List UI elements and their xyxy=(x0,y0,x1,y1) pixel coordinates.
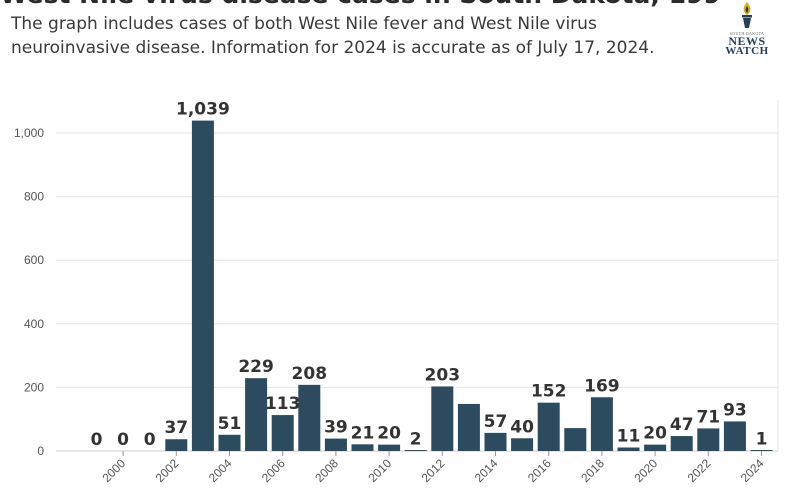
bar-2014 xyxy=(484,432,507,451)
data-label-2006: 113 xyxy=(265,394,301,414)
logo-news-text: NEWS xyxy=(728,34,766,48)
gridlines xyxy=(56,100,779,452)
bar-2022 xyxy=(697,428,720,451)
bar-2004 xyxy=(218,434,241,451)
data-label-2024: 1 xyxy=(756,430,768,450)
data-label-2019: 11 xyxy=(617,427,641,447)
data-label-2018: 169 xyxy=(584,376,620,396)
x-axis-ticks: 2000 2002 2004 2006 2008 2010 2012 2014 2016 2018… xyxy=(99,451,767,485)
bar-2020 xyxy=(644,444,667,451)
chart-title: West Nile virus disease cases in South D… xyxy=(0,0,720,9)
bar-2021 xyxy=(670,436,693,451)
data-label-2004: 51 xyxy=(218,414,242,434)
bar-2002 xyxy=(165,439,188,451)
x-tick-label: 2004 xyxy=(206,456,235,485)
x-tick-label: 2008 xyxy=(312,456,341,485)
y-tick-label: 200 xyxy=(24,380,44,394)
torch-icon xyxy=(742,2,752,28)
bars xyxy=(165,120,773,452)
x-tick-label: 2014 xyxy=(472,456,501,485)
bar-2019 xyxy=(617,447,640,451)
bar-2015 xyxy=(511,438,534,451)
data-label-2020: 20 xyxy=(643,424,667,444)
x-tick-label: 2012 xyxy=(419,456,448,485)
bar-2016 xyxy=(537,402,560,451)
x-tick-label: 2016 xyxy=(525,456,554,485)
chart-subtitle: The graph includes cases of both West Ni… xyxy=(11,14,655,58)
bar-2010 xyxy=(378,444,401,451)
bar-2011 xyxy=(404,450,427,451)
bar-2005 xyxy=(245,378,268,451)
data-label-2015: 40 xyxy=(510,417,534,437)
y-tick-label: 800 xyxy=(24,190,44,204)
bar-2018 xyxy=(590,397,613,451)
logo-state-text: SOUTH DAKOTA xyxy=(729,31,765,36)
y-tick-label: 400 xyxy=(24,317,44,331)
data-label-2008: 39 xyxy=(324,418,348,438)
x-tick-label: 2018 xyxy=(578,456,607,485)
x-tick-label: 2006 xyxy=(259,456,288,485)
bar-2017 xyxy=(564,428,587,451)
x-tick-label: 2022 xyxy=(685,456,714,485)
x-tick-label: 2024 xyxy=(738,456,767,485)
logo-watch-text: WATCH xyxy=(725,45,769,57)
bar-2008 xyxy=(324,438,347,451)
data-label-2014: 57 xyxy=(484,412,508,432)
bar-2024 xyxy=(750,450,773,451)
y-tick-label: 0 xyxy=(37,444,44,458)
data-label-2010: 20 xyxy=(377,424,401,444)
x-tick-label: 2000 xyxy=(99,456,128,485)
y-tick-label: 1,000 xyxy=(14,126,44,140)
bar-2012 xyxy=(431,386,454,451)
data-label-2003: 1,039 xyxy=(176,100,230,120)
bar-2009 xyxy=(351,444,374,451)
y-axis-ticks: 0 200 400 600 800 1,000 xyxy=(14,126,44,458)
bar-2007 xyxy=(298,384,321,451)
bar-2023 xyxy=(723,421,746,451)
news-watch-logo: SOUTH DAKOTA NEWS WATCH xyxy=(718,0,776,60)
x-tick-label: 2010 xyxy=(365,456,394,485)
bar-2003 xyxy=(191,120,214,452)
data-label-2005: 229 xyxy=(238,357,274,377)
x-tick-label: 2002 xyxy=(153,456,182,485)
data-label-2002: 37 xyxy=(164,418,188,438)
data-label-2000: 0 xyxy=(117,430,129,450)
y-tick-label: 600 xyxy=(24,253,44,267)
bar-2006 xyxy=(271,415,294,451)
data-label-2016: 152 xyxy=(531,382,567,402)
data-label-2007: 208 xyxy=(292,364,328,384)
data-label-2011: 2 xyxy=(410,429,422,449)
bar-2013 xyxy=(457,403,480,451)
data-label-2022: 71 xyxy=(696,407,720,427)
data-label-1999: 0 xyxy=(91,430,103,450)
data-label-2023: 93 xyxy=(723,400,747,420)
data-label-2012: 203 xyxy=(425,365,461,385)
data-label-2001: 0 xyxy=(144,430,156,450)
data-label-2009: 21 xyxy=(351,423,375,443)
x-tick-label: 2020 xyxy=(631,456,660,485)
data-label-2021: 47 xyxy=(670,415,694,435)
